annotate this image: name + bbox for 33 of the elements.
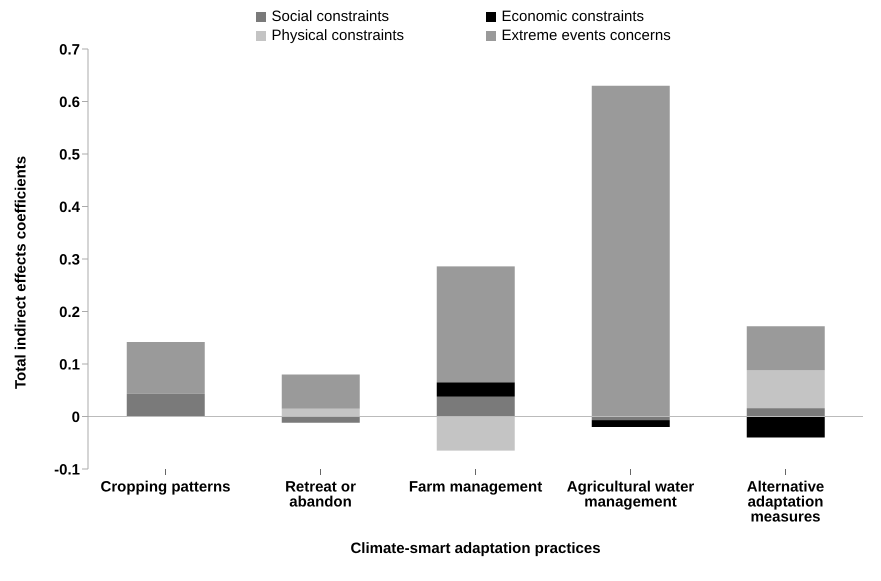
y-tick-label: 0.6 [59, 94, 80, 111]
bar [592, 420, 670, 427]
x-tick-label: Farm management [408, 478, 542, 496]
y-tick-label: -0.1 [54, 461, 80, 478]
legend-label: Social constraints [272, 8, 390, 25]
x-tick-label: Cropping patterns [100, 478, 230, 496]
bar [746, 370, 825, 408]
y-tick-label: 0.2 [59, 304, 80, 321]
x-tick-label: Agricultural water management [566, 478, 694, 511]
bar [282, 416, 360, 423]
bar [436, 382, 515, 397]
legend-label: Economic constraints [502, 8, 644, 25]
bar [126, 342, 205, 394]
bar [746, 416, 825, 438]
y-tick-label: 0.4 [59, 198, 81, 216]
y-axis-title: Total indirect effects coefficients [12, 156, 30, 389]
bar [746, 326, 825, 370]
bar [436, 396, 515, 416]
y-tick-label: 0.5 [59, 146, 80, 164]
y-tick-label: 0.3 [59, 251, 80, 268]
x-tick-label: Retreat or abandon [285, 478, 356, 511]
y-tick-label: 0 [72, 408, 80, 426]
bar [282, 374, 360, 409]
x-tick-label: Alternative adaptation measures [746, 478, 824, 526]
legend-label: Physical constraints [272, 27, 404, 44]
bar [436, 266, 515, 382]
bar [592, 86, 670, 416]
bar [746, 408, 825, 416]
bar [126, 394, 205, 416]
legend-label: Extreme events concerns [502, 27, 671, 44]
x-axis-title: Climate-smart adaptation practices [350, 540, 601, 557]
y-tick-label: 0.1 [59, 356, 80, 374]
y-tick-label: 0.7 [59, 41, 80, 58]
